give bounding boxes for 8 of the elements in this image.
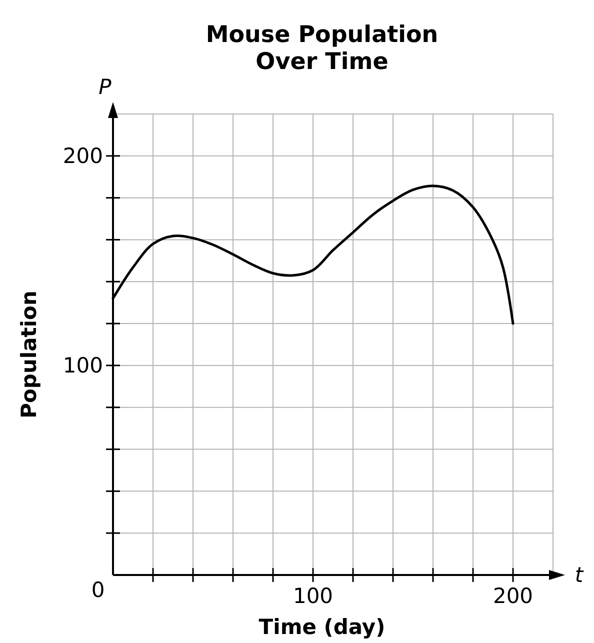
chart-title: Mouse Population Over Time <box>206 22 438 75</box>
y-tick-label: 200 <box>62 144 103 168</box>
text: P <box>98 75 112 99</box>
x-axis-title: Time (day) <box>258 615 386 639</box>
y-tick-label: 0 <box>91 578 105 602</box>
y-axis-title: Population <box>17 290 41 418</box>
y-tick-label: 100 <box>62 353 103 378</box>
text: t <box>574 563 584 587</box>
